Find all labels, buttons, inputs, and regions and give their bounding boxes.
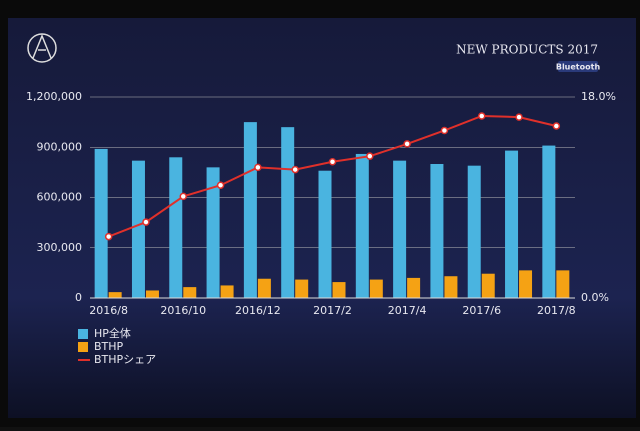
bar [332,282,346,298]
x-tick-label: 2017/6 [462,304,501,317]
share-point [328,158,337,166]
bar [281,127,295,299]
bar [318,170,332,298]
x-tick-label: 2017/2 [313,304,352,317]
share-point [104,232,113,241]
bar [467,165,481,298]
bar [169,157,183,298]
logo [27,33,57,63]
legend-label: BTHP [94,340,124,353]
share-point [403,140,411,148]
bar [295,279,309,298]
legend-swatch [78,342,88,352]
bar [94,148,108,298]
y2-tick-label: 18.0% [581,90,616,103]
bar [183,287,197,298]
bar [444,276,458,298]
bar [519,270,533,298]
y-tick-label: 0 [75,291,82,304]
share-point [142,218,150,226]
x-tick-label: 2017/8 [537,304,576,317]
y-tick-label: 300,000 [37,241,83,254]
share-point [515,113,523,121]
share-point [440,126,449,135]
x-tick-label: 2016/10 [160,304,206,317]
share-point [552,122,561,130]
slide-title: NEW PRODUCTS 2017 [456,43,598,57]
badge-bg [558,61,598,72]
x-tick-label: 2016/12 [235,304,281,317]
bar [243,122,257,298]
bar [393,160,407,298]
share-point [477,112,486,120]
x-tick-label: 2016/8 [89,304,128,317]
bar [257,278,271,298]
bar [430,164,444,298]
bar [108,292,122,298]
bluetooth-badge: Bluetooth [556,63,601,72]
y2-tick-label: 0.0% [581,291,609,304]
share-point [254,163,262,172]
legend-label: BTHPシェア [94,353,156,366]
y-tick-label: 1,200,000 [26,90,82,103]
bar [505,150,519,298]
bar [145,290,159,298]
share-point [291,165,299,174]
bar [369,279,383,298]
share-point [179,192,188,201]
share-point [366,152,374,160]
bar [206,167,220,298]
y-tick-label: 900,000 [37,140,83,153]
bar [556,270,570,298]
bar [407,277,421,298]
bar [220,285,234,298]
bar [481,273,495,298]
x-tick-label: 2017/4 [388,304,427,317]
legend-label: HP全体 [94,326,131,340]
share-point [216,181,225,189]
bar [131,160,145,298]
legend-swatch [78,329,88,339]
bar [355,153,369,298]
y-tick-label: 600,000 [37,191,83,204]
bar [542,145,556,298]
